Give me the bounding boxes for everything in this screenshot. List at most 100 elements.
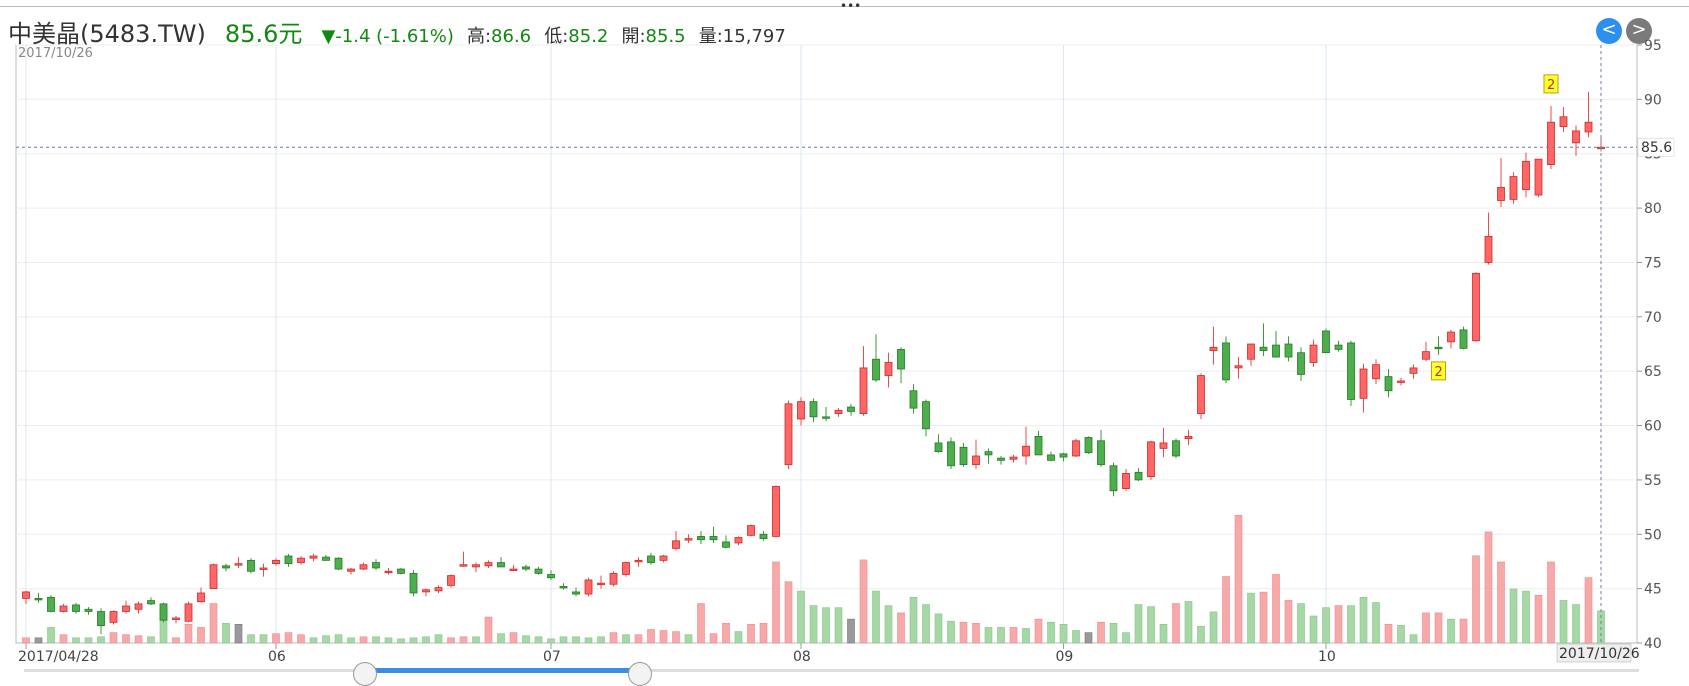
candle-body[interactable] [1147, 441, 1155, 478]
candle-body[interactable] [909, 390, 918, 409]
candle-body[interactable] [1447, 331, 1455, 343]
candle-body[interactable] [59, 605, 68, 612]
candle-body[interactable] [122, 605, 130, 612]
candle-body[interactable] [47, 596, 55, 612]
candle-body[interactable] [509, 568, 518, 571]
candle-body[interactable] [1559, 116, 1568, 127]
candle-body[interactable] [222, 565, 230, 569]
candle-body[interactable] [1409, 367, 1418, 374]
candle-body[interactable] [1034, 436, 1043, 456]
candle-body[interactable] [109, 611, 118, 623]
candle-body[interactable] [1584, 121, 1593, 133]
candle-body[interactable] [197, 592, 205, 603]
candle-body[interactable] [997, 457, 1005, 461]
candle-body[interactable] [1059, 453, 1068, 458]
candle-body[interactable] [1434, 346, 1443, 350]
candle-body[interactable] [234, 563, 243, 566]
candle-body[interactable] [734, 537, 743, 544]
candle-body[interactable] [1422, 351, 1430, 360]
candle-body[interactable] [1284, 343, 1293, 358]
candle-body[interactable] [359, 564, 368, 570]
candle-body[interactable] [397, 568, 405, 574]
candle-body[interactable] [1009, 456, 1018, 460]
candle-body[interactable] [772, 486, 780, 537]
candle-body[interactable] [659, 555, 668, 561]
candle-body[interactable] [1047, 454, 1055, 461]
candle-body[interactable] [297, 557, 305, 563]
candle-body[interactable] [247, 559, 255, 572]
candle-body[interactable] [759, 533, 768, 540]
candle-body[interactable] [409, 573, 418, 594]
candle-body[interactable] [622, 562, 630, 575]
candle-body[interactable] [1072, 440, 1080, 457]
candle-body[interactable] [1347, 342, 1355, 400]
resize-grip-icon[interactable]: ••• [840, 0, 862, 13]
candle-body[interactable] [809, 401, 818, 418]
candle-body[interactable] [484, 562, 493, 567]
candle-body[interactable] [1534, 158, 1543, 196]
candle-body[interactable] [309, 555, 318, 559]
candle-body[interactable] [272, 559, 280, 565]
candle-body[interactable] [1297, 352, 1305, 375]
candle-body[interactable] [934, 442, 943, 453]
candle-body[interactable] [1322, 330, 1330, 354]
scroll-left-knob[interactable] [353, 662, 377, 686]
candle-body[interactable] [1022, 445, 1030, 457]
scrollbar-thumb[interactable] [356, 668, 641, 673]
candle-body[interactable] [422, 589, 430, 593]
candle-body[interactable] [747, 525, 755, 536]
candle-body[interactable] [334, 557, 343, 570]
candle-body[interactable] [472, 564, 480, 568]
candle-body[interactable] [572, 591, 580, 595]
candle-body[interactable] [1259, 346, 1268, 351]
candle-body[interactable] [584, 579, 593, 595]
candle-body[interactable] [672, 540, 680, 549]
candle-body[interactable] [1484, 235, 1493, 263]
candle-body[interactable] [209, 564, 218, 590]
candle-body[interactable] [1397, 380, 1405, 383]
candle-body[interactable] [1122, 472, 1130, 490]
candle-body[interactable] [1509, 176, 1518, 200]
event-marker[interactable] [1543, 74, 1559, 94]
candle-body[interactable] [184, 603, 193, 622]
candle-body[interactable] [559, 586, 568, 589]
candle-body[interactable] [647, 555, 655, 563]
candle-body[interactable] [384, 570, 393, 574]
candle-body[interactable] [859, 367, 868, 414]
candle-body[interactable] [1309, 344, 1318, 363]
candle-body[interactable] [534, 568, 543, 574]
candle-body[interactable] [922, 401, 930, 430]
candle-body[interactable] [284, 555, 293, 565]
candle-body[interactable] [259, 567, 268, 570]
candle-body[interactable] [1334, 344, 1343, 350]
candle-body[interactable] [1384, 376, 1393, 392]
candle-body[interactable] [134, 603, 143, 610]
candle-body[interactable] [147, 600, 155, 605]
candle-body[interactable] [972, 455, 980, 466]
candle-body[interactable] [597, 582, 605, 586]
chart-scrollbar[interactable] [24, 669, 1639, 672]
candle-body[interactable] [172, 617, 180, 620]
candle-body[interactable] [522, 566, 530, 570]
candle-body[interactable] [159, 603, 168, 621]
candle-body[interactable] [1522, 160, 1530, 191]
candle-body[interactable] [1197, 375, 1205, 414]
candle-body[interactable] [1497, 187, 1505, 201]
candle-body[interactable] [1159, 442, 1168, 449]
candle-body[interactable] [1084, 437, 1093, 454]
candle-body[interactable] [497, 562, 505, 568]
candle-body[interactable] [1472, 272, 1480, 342]
candle-body[interactable] [697, 536, 705, 541]
candle-body[interactable] [884, 362, 893, 376]
candle-body[interactable] [1184, 436, 1193, 439]
candle-body[interactable] [1572, 130, 1580, 144]
candle-body[interactable] [372, 562, 380, 569]
scroll-right-knob[interactable] [628, 662, 652, 686]
candle-body[interactable] [797, 401, 805, 420]
candle-body[interactable] [1547, 121, 1555, 166]
candle-body[interactable] [722, 541, 730, 548]
candle-body[interactable] [84, 608, 93, 612]
candle-body[interactable] [784, 403, 793, 466]
candle-body[interactable] [947, 441, 955, 467]
